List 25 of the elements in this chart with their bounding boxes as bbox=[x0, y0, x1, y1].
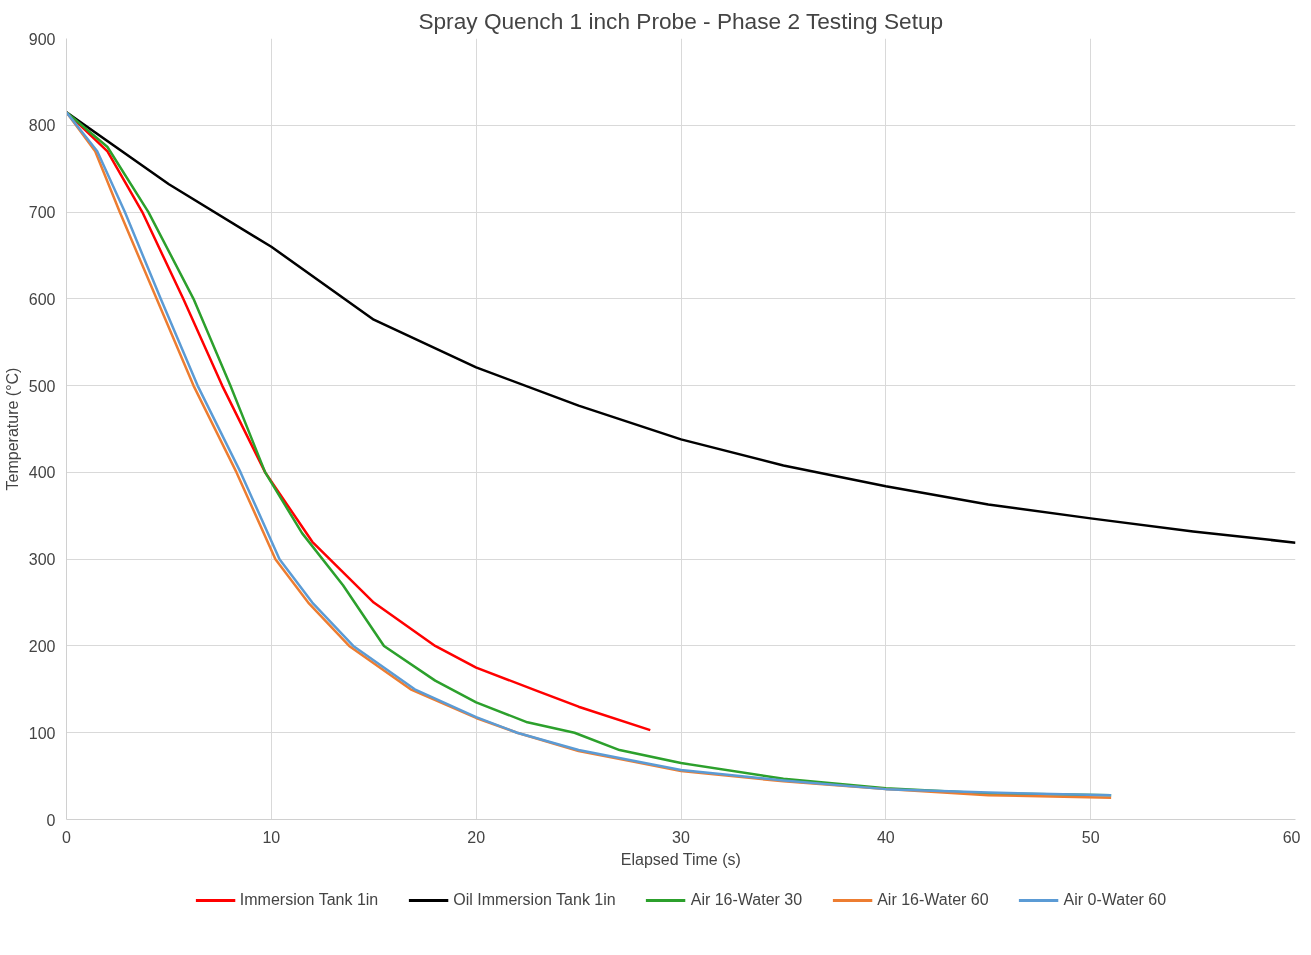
y-tick-label: 800 bbox=[28, 117, 56, 135]
x-tick-label: 40 bbox=[876, 828, 895, 846]
y-tick-label: 600 bbox=[28, 290, 56, 308]
x-axis-title: Elapsed Time (s) bbox=[620, 850, 741, 868]
x-tick-label: 30 bbox=[672, 828, 690, 846]
chart-title: Spray Quench 1 inch Probe - Phase 2 Testing Setup bbox=[418, 7, 944, 34]
legend-label: Oil Immersion Tank 1in bbox=[453, 891, 616, 909]
y-tick-label: 500 bbox=[28, 377, 56, 395]
x-tick-label: 10 bbox=[262, 828, 281, 846]
y-tick-label: 900 bbox=[28, 30, 56, 48]
legend-label: Air 0-Water 60 bbox=[1063, 891, 1167, 909]
y-tick-label: 300 bbox=[28, 551, 56, 569]
y-tick-label: 700 bbox=[28, 204, 56, 222]
legend-label: Immersion Tank 1in bbox=[239, 891, 379, 909]
legend-label: Air 16-Water 60 bbox=[877, 891, 989, 909]
legend-label: Air 16-Water 30 bbox=[690, 891, 803, 909]
y-tick-label: 0 bbox=[46, 811, 56, 829]
y-tick-label: 400 bbox=[28, 464, 56, 482]
x-tick-label: 20 bbox=[467, 828, 486, 846]
x-tick-label: 50 bbox=[1081, 828, 1100, 846]
y-tick-label: 200 bbox=[28, 637, 56, 655]
y-axis-title: Temperature (°C) bbox=[3, 367, 21, 491]
x-tick-label: 0 bbox=[62, 828, 72, 846]
y-tick-label: 100 bbox=[28, 724, 56, 742]
x-tick-label: 60 bbox=[1282, 828, 1301, 846]
